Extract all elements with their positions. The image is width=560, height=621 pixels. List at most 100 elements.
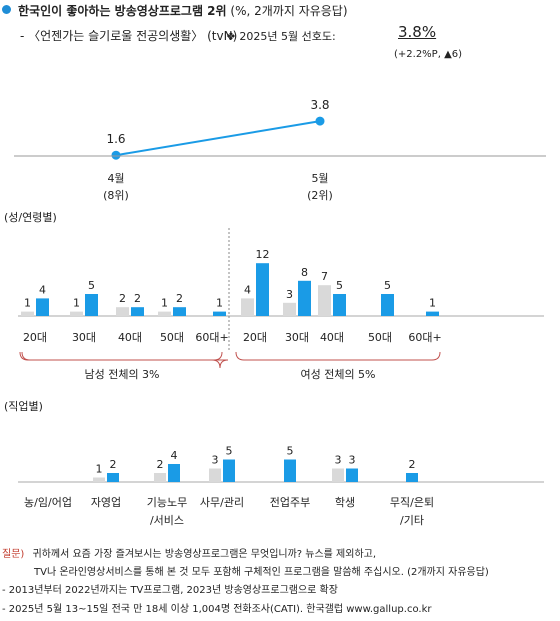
- age-bar: [241, 298, 254, 316]
- age-bar-value-label: 4: [244, 283, 251, 296]
- age-category-label: 30대: [72, 331, 96, 344]
- age-bar-value-label: 1: [216, 297, 223, 310]
- age-bar: [256, 263, 269, 316]
- age-bar-value-label: 2: [119, 292, 126, 305]
- title-text: 한국인이 좋아하는 방송영상프로그램 2위: [18, 4, 227, 18]
- age-bar-value-label: 12: [256, 248, 270, 261]
- age-bar: [381, 294, 394, 316]
- age-bar: [333, 294, 346, 316]
- job-category-label: /서비스: [150, 514, 184, 527]
- age-bar: [131, 307, 144, 316]
- job-bar: [284, 459, 296, 482]
- age-bar-value-label: 5: [384, 279, 391, 292]
- job-category-label: 사무/관리: [200, 496, 244, 509]
- job-category-label: 전업주부: [270, 496, 310, 509]
- job-bar-value-label: 1: [96, 463, 103, 476]
- age-category-label: 40대: [118, 331, 142, 344]
- age-bar-value-label: 1: [429, 297, 436, 310]
- age-bar: [85, 294, 98, 316]
- trend-rank-label: (2위): [307, 189, 333, 202]
- change-indicator: (+2.2%P, ▲6): [394, 49, 463, 60]
- job-category-label: 무직/은퇴: [390, 496, 434, 509]
- age-bar: [21, 311, 34, 316]
- month-preference-value: 3.8%: [398, 23, 437, 41]
- trend-value-label: 1.6: [106, 132, 125, 146]
- job-category-label: 자영업: [91, 496, 121, 509]
- male-bracket-outline: [21, 351, 223, 361]
- age-bar-value-label: 1: [24, 297, 31, 310]
- age-bar: [213, 311, 226, 316]
- male-group-label: 남성 전체의 3%: [84, 368, 159, 381]
- age-category-label: 20대: [243, 331, 267, 344]
- footnote-1: - 2013년부터 2022년까지는 TV프로그램, 2023년 방송영상프로그…: [2, 585, 338, 596]
- job-chart-title: (직업별): [4, 400, 43, 413]
- footnote-2: - 2025년 5월 13~15일 전국 만 18세 이상 1,004명 전화조…: [2, 604, 432, 615]
- age-bar: [318, 285, 331, 316]
- question-line-1: 질문) 귀하께서 요즘 가장 즐겨보시는 방송영상프로그램은 무엇입니까? 뉴스…: [2, 545, 376, 560]
- job-bar-value-label: 2: [157, 458, 164, 471]
- job-category-label: /기타: [400, 514, 424, 527]
- age-bar-value-label: 4: [39, 283, 46, 296]
- title-bullet-icon: [2, 5, 11, 14]
- age-chart-title: (성/연령별): [4, 211, 57, 224]
- age-bar-value-label: 5: [88, 279, 95, 292]
- job-bar-value-label: 3: [349, 454, 356, 467]
- age-bar: [36, 298, 49, 316]
- job-bar-value-label: 5: [226, 445, 233, 458]
- trend-line: [115, 120, 321, 157]
- trend-value-label: 3.8: [310, 98, 329, 112]
- question-label: 질문): [2, 549, 25, 560]
- age-bar-value-label: 3: [286, 288, 293, 301]
- job-category-label: 기능노무: [147, 496, 187, 509]
- program-subtitle: - 〈언젠가는 슬기로울 전공의생활〉 (tvN): [20, 29, 238, 43]
- age-bar: [70, 311, 83, 316]
- month-preference-label: ❖ 2025년 5월 선호도:: [226, 30, 336, 43]
- job-bar: [168, 464, 180, 482]
- job-bar: [346, 468, 358, 482]
- job-bar: [406, 473, 418, 482]
- trend-month-label: 4월: [107, 172, 124, 185]
- age-bar: [283, 302, 296, 316]
- age-bar-value-label: 1: [161, 297, 168, 310]
- female-group-label: 여성 전체의 5%: [300, 368, 375, 381]
- age-bar-value-label: 5: [336, 279, 343, 292]
- age-bar: [298, 280, 311, 316]
- age-bar: [426, 311, 439, 316]
- age-category-label: 60대+: [408, 331, 441, 344]
- question-line-2: TV나 온라인영상서비스를 통해 본 것 모두 포함해 구체적인 프로그램을 말…: [34, 567, 489, 578]
- job-bar: [154, 473, 166, 482]
- question-text-1: 귀하께서 요즘 가장 즐겨보시는 방송영상프로그램은 무엇입니까? 뉴스를 제외…: [32, 549, 377, 560]
- age-category-label: 60대+: [195, 331, 228, 344]
- age-bar-value-label: 1: [73, 297, 80, 310]
- age-bar-value-label: 7: [321, 270, 328, 283]
- age-category-label: 20대: [23, 331, 47, 344]
- trend-rank-label: (8위): [103, 189, 129, 202]
- age-category-label: 50대: [160, 331, 184, 344]
- female-bracket: [235, 351, 441, 361]
- male-bracket: [19, 351, 229, 369]
- age-bar-value-label: 8: [301, 266, 308, 279]
- age-category-label: 50대: [368, 331, 392, 344]
- age-category-label: 40대: [320, 331, 344, 344]
- age-bar: [173, 307, 186, 316]
- trend-point: [111, 150, 121, 160]
- trend-point: [315, 116, 325, 126]
- job-bar: [107, 473, 119, 482]
- occupation-bar-chart: (직업별) 농/임/어업1 2자영업24기능노무/서비스35사무/관리5전업주부3…: [4, 400, 544, 527]
- age-bar: [158, 311, 171, 316]
- age-bar-value-label: 2: [176, 292, 183, 305]
- trend-line-chart: 1.6 3.8 4월 (8위) 5월 (2위): [14, 98, 546, 202]
- age-category-label: 30대: [285, 331, 309, 344]
- age-bar: [116, 307, 129, 316]
- job-bar-value-label: 3: [335, 454, 342, 467]
- job-bar: [209, 468, 221, 482]
- job-bar-value-label: 4: [171, 449, 178, 462]
- job-bar-value-label: 5: [287, 445, 294, 458]
- title-unit: (%, 2개까지 자유응답): [230, 4, 348, 18]
- age-bar-value-label: 2: [134, 292, 141, 305]
- job-bar-value-label: 3: [212, 454, 219, 467]
- job-bar: [93, 477, 105, 482]
- job-bar: [332, 468, 344, 482]
- page-title: 한국인이 좋아하는 방송영상프로그램 2위 (%, 2개까지 자유응답): [18, 2, 348, 19]
